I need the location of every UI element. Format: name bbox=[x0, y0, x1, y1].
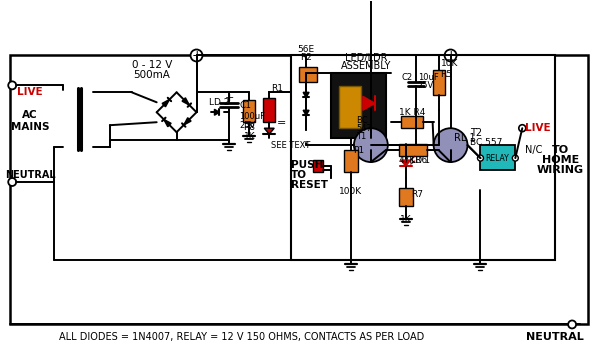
Bar bbox=[433, 71, 445, 95]
Text: 56E: 56E bbox=[298, 45, 314, 54]
Polygon shape bbox=[214, 109, 220, 115]
Text: R8: R8 bbox=[244, 123, 256, 132]
Text: 1K R4: 1K R4 bbox=[398, 108, 425, 117]
Circle shape bbox=[354, 128, 388, 162]
Text: +: + bbox=[445, 49, 456, 62]
Bar bbox=[401, 116, 422, 128]
Text: 100K: 100K bbox=[340, 188, 362, 197]
Bar bbox=[313, 160, 323, 172]
Bar bbox=[299, 67, 317, 82]
Text: 100uF: 100uF bbox=[239, 112, 265, 121]
Text: 25V: 25V bbox=[239, 121, 256, 130]
Text: R2: R2 bbox=[300, 53, 312, 62]
Polygon shape bbox=[363, 96, 375, 110]
Text: swagatam innovations: swagatam innovations bbox=[218, 240, 344, 250]
Text: 10uF: 10uF bbox=[418, 73, 439, 82]
Polygon shape bbox=[184, 118, 191, 125]
Text: R1: R1 bbox=[271, 84, 283, 93]
Text: NEUTRAL: NEUTRAL bbox=[526, 332, 584, 342]
Text: C1: C1 bbox=[239, 101, 251, 110]
Text: TO: TO bbox=[551, 145, 569, 155]
Text: NEUTRAL: NEUTRAL bbox=[5, 170, 55, 180]
Circle shape bbox=[8, 178, 16, 186]
Text: ALL DIODES = 1N4007, RELAY = 12 V 150 OHMS, CONTACTS AS PER LOAD: ALL DIODES = 1N4007, RELAY = 12 V 150 OH… bbox=[59, 332, 424, 342]
Bar bbox=[244, 100, 255, 122]
Text: MAINS: MAINS bbox=[11, 122, 49, 132]
Bar bbox=[331, 73, 386, 138]
Text: RESET: RESET bbox=[291, 180, 328, 190]
Text: 0 - 12 V: 0 - 12 V bbox=[131, 60, 172, 71]
Text: RELAY: RELAY bbox=[485, 154, 509, 163]
Text: LD 2: LD 2 bbox=[209, 98, 230, 107]
Text: 500mA: 500mA bbox=[133, 71, 170, 80]
Circle shape bbox=[568, 320, 576, 328]
Text: LIVE: LIVE bbox=[17, 87, 43, 97]
Text: PUSH: PUSH bbox=[291, 160, 323, 170]
Text: SEE TEXT: SEE TEXT bbox=[271, 141, 310, 150]
Text: R7: R7 bbox=[411, 190, 423, 199]
Text: P1: P1 bbox=[353, 145, 364, 154]
Circle shape bbox=[478, 155, 484, 161]
Circle shape bbox=[191, 49, 202, 62]
Text: BC: BC bbox=[356, 116, 368, 125]
Text: LED/LDR: LED/LDR bbox=[344, 53, 387, 63]
Text: ASSEMBLY: ASSEMBLY bbox=[341, 62, 391, 71]
Text: N/C: N/C bbox=[525, 145, 542, 155]
Bar bbox=[344, 150, 358, 172]
Circle shape bbox=[434, 128, 467, 162]
Polygon shape bbox=[182, 98, 190, 105]
Bar bbox=[10, 55, 588, 324]
Text: C2: C2 bbox=[401, 73, 413, 82]
Text: 25V: 25V bbox=[418, 81, 434, 90]
Polygon shape bbox=[164, 120, 171, 127]
Text: 547: 547 bbox=[356, 124, 372, 133]
Polygon shape bbox=[264, 128, 274, 134]
Polygon shape bbox=[303, 92, 309, 97]
Text: T2: T2 bbox=[470, 128, 482, 138]
Bar bbox=[399, 144, 427, 156]
Text: LIVE: LIVE bbox=[525, 123, 551, 133]
Text: T1: T1 bbox=[356, 132, 366, 141]
Text: 47KR6: 47KR6 bbox=[398, 156, 427, 165]
Polygon shape bbox=[303, 110, 309, 115]
Text: RL 1: RL 1 bbox=[454, 133, 475, 143]
Bar bbox=[339, 86, 361, 128]
Text: WIRING: WIRING bbox=[536, 165, 584, 175]
Circle shape bbox=[445, 49, 457, 62]
Text: LD 1: LD 1 bbox=[411, 156, 430, 165]
Bar bbox=[399, 188, 413, 206]
Text: TO: TO bbox=[291, 170, 307, 180]
Text: 1K: 1K bbox=[244, 132, 255, 141]
Polygon shape bbox=[401, 160, 411, 166]
Circle shape bbox=[8, 81, 16, 89]
Text: AC: AC bbox=[22, 110, 38, 120]
Polygon shape bbox=[162, 99, 169, 107]
Circle shape bbox=[512, 155, 518, 161]
Text: BC 557: BC 557 bbox=[470, 138, 503, 147]
Text: HOME: HOME bbox=[542, 155, 579, 165]
Text: R5: R5 bbox=[440, 70, 452, 79]
Bar bbox=[291, 55, 555, 260]
Circle shape bbox=[519, 125, 526, 132]
Text: =: = bbox=[277, 118, 286, 128]
Text: 1K: 1K bbox=[400, 215, 412, 224]
Bar bbox=[481, 145, 515, 170]
Text: +: + bbox=[191, 49, 202, 62]
Text: 10K: 10K bbox=[440, 59, 458, 68]
Bar bbox=[263, 98, 275, 122]
Text: +: + bbox=[225, 93, 234, 103]
